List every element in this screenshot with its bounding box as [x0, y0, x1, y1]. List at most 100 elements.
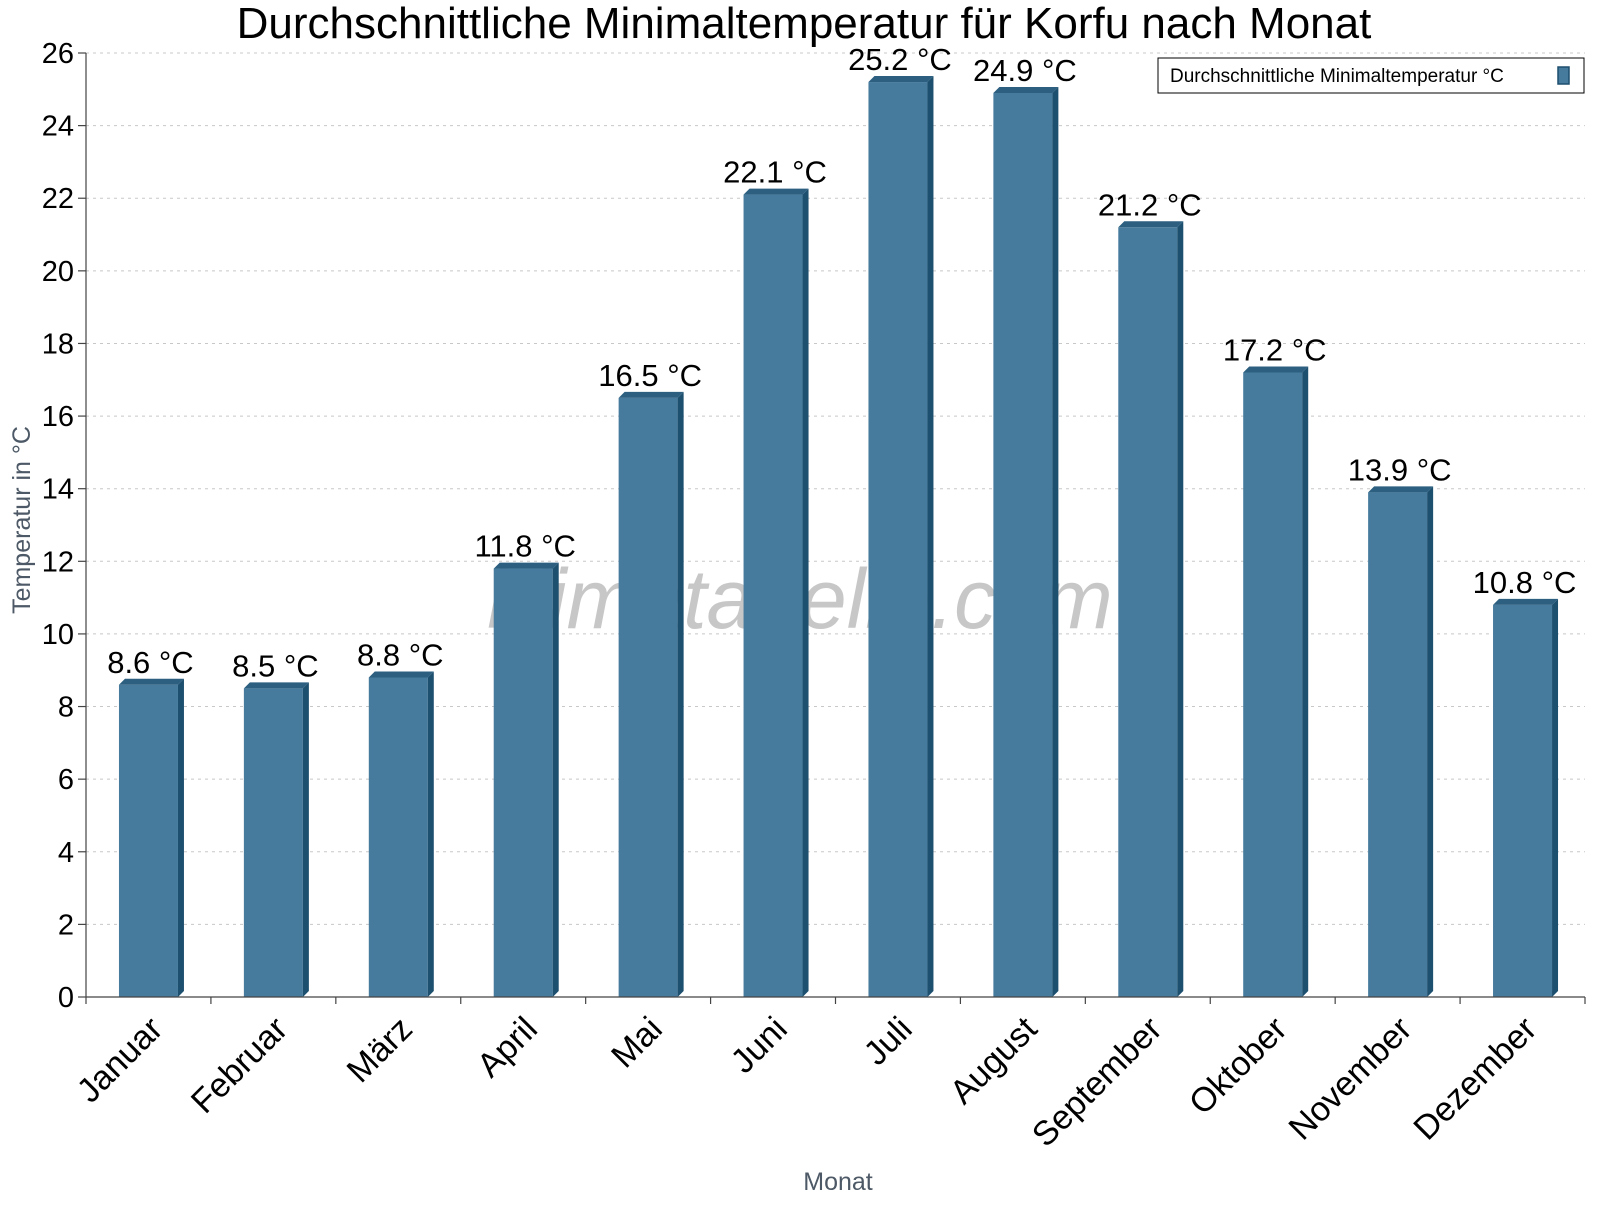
data-label-9: 21.2 °C	[1098, 187, 1202, 222]
bar-front-12	[1493, 604, 1553, 997]
bar-side-2	[302, 682, 309, 997]
bar-top-3	[368, 671, 434, 678]
bar-front-5	[618, 397, 678, 997]
bar-8	[993, 86, 1059, 997]
x-axis-title: Monat	[803, 1168, 873, 1196]
y-tick-label-11: 22	[42, 183, 74, 215]
bar-7	[868, 76, 934, 998]
x-axis-ticks: Januar Februar März April Mai Juni Juli AugustS…	[70, 997, 1586, 1154]
y-tick-label-10: 20	[42, 256, 74, 288]
data-label-6: 22.1 °C	[723, 155, 827, 190]
bar-front-6	[743, 194, 803, 998]
bar-front-3	[368, 677, 428, 997]
bar-side-5	[677, 391, 684, 997]
grid-lines	[86, 52, 1585, 925]
bar-top-8	[993, 86, 1059, 93]
x-tick-label-12: Dezember	[1406, 1010, 1544, 1148]
bar-front-7	[868, 82, 928, 998]
bar-top-2	[243, 682, 309, 689]
x-tick-label-10: Oktober	[1182, 1010, 1294, 1122]
bar-side-11	[1427, 486, 1434, 997]
data-label-12: 10.8 °C	[1473, 565, 1577, 600]
bar-top-1	[118, 678, 184, 685]
x-tick-label-8: August	[943, 1009, 1045, 1111]
bar-top-11	[1368, 486, 1434, 493]
y-tick-label-2: 4	[58, 837, 74, 869]
legend-box	[1157, 57, 1585, 94]
bar-top-12	[1493, 598, 1559, 605]
bar-9	[1118, 221, 1184, 997]
bar-11	[1368, 486, 1434, 997]
bar-12	[1493, 598, 1559, 997]
bar-front-4	[493, 568, 553, 997]
bar-top-4	[493, 562, 559, 569]
chart-title: Durchschnittliche Minimaltemperatur für …	[237, 0, 1372, 48]
x-tick-label-2: Februar	[184, 1010, 295, 1121]
y-tick-label-5: 10	[42, 619, 74, 651]
x-tick-label-4: April	[470, 1010, 545, 1085]
y-tick-label-0: 0	[58, 982, 74, 1014]
data-label-8: 24.9 °C	[973, 53, 1077, 88]
data-label-5: 16.5 °C	[598, 358, 702, 393]
data-label-7: 25.2 °C	[848, 42, 952, 77]
bar-top-10	[1243, 366, 1309, 373]
bar-front-11	[1368, 492, 1428, 997]
legend: Durchschnittliche Minimaltemperatur °C	[1157, 57, 1585, 94]
y-tick-label-6: 12	[42, 546, 74, 578]
x-tick-label-1: Januar	[70, 1010, 170, 1110]
y-tick-label-1: 2	[58, 909, 74, 941]
bar-top-9	[1118, 221, 1184, 228]
bars	[118, 76, 1559, 998]
bar-side-6	[802, 188, 809, 998]
legend-label: Durchschnittliche Minimaltemperatur °C	[1170, 66, 1504, 87]
y-tick-label-13: 26	[42, 38, 74, 70]
x-tick-label-9: September	[1025, 1010, 1169, 1154]
bar-side-8	[1052, 86, 1059, 997]
y-tick-label-12: 24	[42, 111, 74, 143]
y-tick-label-9: 18	[42, 328, 74, 360]
data-labels: 8.6 °C 8.5 °C 8.8 °C 11.8 °C 16.5 °C 22.1 °C 2…	[107, 42, 1576, 683]
data-label-10: 17.2 °C	[1223, 333, 1327, 368]
x-tick-label-7: Juli	[857, 1010, 920, 1073]
bar-side-4	[552, 562, 559, 997]
data-label-3: 8.8 °C	[357, 637, 444, 672]
bar-front-1	[118, 684, 178, 997]
x-tick-label-3: März	[340, 1010, 420, 1090]
bar-4	[493, 562, 559, 997]
x-tick-label-6: Juni	[724, 1010, 795, 1081]
bar-side-7	[927, 76, 934, 998]
y-tick-label-4: 8	[58, 692, 74, 724]
bar-5	[618, 391, 684, 997]
data-label-4: 11.8 °C	[474, 529, 575, 564]
x-tick-label-11: November	[1282, 1010, 1420, 1148]
bar-side-10	[1302, 366, 1309, 997]
bar-top-6	[743, 188, 809, 195]
bar-side-1	[177, 678, 184, 997]
bar-10	[1243, 366, 1309, 997]
bar-front-9	[1118, 227, 1178, 997]
bar-top-7	[868, 76, 934, 83]
bar-3	[368, 671, 434, 997]
bar-front-8	[993, 92, 1053, 997]
data-label-1: 8.6 °C	[107, 645, 194, 680]
bar-side-3	[427, 671, 434, 997]
bar-front-2	[243, 688, 303, 997]
bar-6	[743, 188, 809, 998]
y-tick-label-8: 16	[42, 401, 74, 433]
axes	[85, 53, 1585, 998]
x-tick-label-5: Mai	[604, 1010, 670, 1076]
y-tick-label-7: 14	[42, 474, 74, 506]
data-label-2: 8.5 °C	[232, 648, 319, 683]
bar-top-5	[618, 391, 684, 398]
bar-2	[243, 682, 309, 997]
bar-side-12	[1552, 598, 1559, 997]
legend-swatch	[1557, 66, 1570, 85]
bar-side-9	[1177, 221, 1184, 997]
bar-front-10	[1243, 372, 1303, 997]
data-label-11: 13.9 °C	[1348, 452, 1452, 487]
y-tick-label-3: 6	[58, 764, 74, 796]
y-axis-title: Temperatur in °C	[8, 426, 36, 614]
